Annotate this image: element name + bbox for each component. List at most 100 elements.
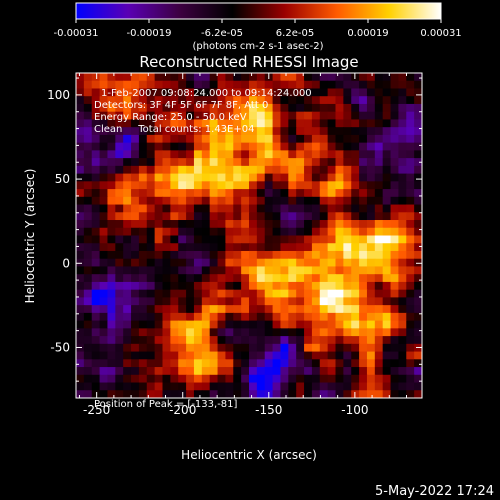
heatmap-cell bbox=[233, 343, 242, 353]
heatmap-cell bbox=[154, 374, 164, 384]
heatmap-cell bbox=[343, 359, 352, 368]
heatmap-cell bbox=[359, 297, 368, 306]
heatmap-cell bbox=[288, 142, 297, 151]
heatmap-cell bbox=[162, 390, 171, 398]
heatmap-cell bbox=[107, 173, 116, 182]
heatmap-cell bbox=[209, 390, 219, 398]
heatmap-cell bbox=[264, 88, 274, 97]
heatmap-cell bbox=[91, 158, 101, 167]
heatmap-cell bbox=[83, 343, 93, 353]
heatmap-cell bbox=[319, 258, 329, 268]
heatmap-cell bbox=[225, 312, 234, 322]
heatmap-cell bbox=[359, 119, 368, 128]
heatmap-cell bbox=[280, 305, 289, 314]
heatmap-cell bbox=[249, 158, 258, 167]
heatmap-cell bbox=[327, 158, 337, 167]
heatmap-cell bbox=[249, 80, 258, 90]
heatmap-cell bbox=[162, 189, 171, 198]
heatmap-cell bbox=[99, 343, 109, 353]
heatmap-cell bbox=[99, 181, 109, 190]
y-axis-label: Heliocentric Y (arcsec) bbox=[23, 169, 37, 304]
heatmap-cell bbox=[146, 351, 156, 360]
heatmap-cell bbox=[76, 351, 85, 360]
heatmap-cell bbox=[256, 142, 266, 151]
heatmap-cell bbox=[414, 281, 422, 291]
heatmap-cell bbox=[414, 103, 422, 113]
heatmap-cell bbox=[382, 328, 392, 337]
heatmap-cell bbox=[335, 119, 344, 128]
heatmap-cell bbox=[319, 266, 329, 275]
heatmap-cell bbox=[272, 96, 282, 105]
heatmap-cell bbox=[170, 80, 179, 90]
heatmap-cell bbox=[335, 320, 344, 329]
heatmap-cell bbox=[170, 235, 179, 244]
heatmap-cell bbox=[154, 212, 164, 221]
heatmap-cell bbox=[366, 243, 376, 252]
heatmap-cell bbox=[178, 119, 187, 128]
heatmap-cell bbox=[272, 88, 282, 97]
heatmap-cell bbox=[186, 297, 195, 306]
heatmap-cell bbox=[115, 320, 124, 329]
heatmap-cell bbox=[406, 220, 415, 229]
heatmap-cell bbox=[154, 73, 164, 82]
heatmap-cell bbox=[154, 343, 164, 353]
heatmap-cell bbox=[178, 134, 187, 144]
heatmap-cell bbox=[217, 367, 227, 376]
heatmap-cell bbox=[241, 312, 250, 322]
heatmap-cell bbox=[414, 173, 422, 182]
heatmap-cell bbox=[146, 274, 156, 283]
heatmap-cell bbox=[83, 96, 93, 105]
heatmap-cell bbox=[123, 367, 132, 376]
heatmap-cell bbox=[327, 367, 337, 376]
heatmap-cell bbox=[264, 158, 274, 167]
heatmap-cell bbox=[115, 274, 124, 283]
heatmap-cell bbox=[115, 250, 124, 260]
heatmap-cell bbox=[256, 150, 266, 159]
heatmap-cell bbox=[280, 297, 289, 306]
heatmap-cell bbox=[398, 150, 407, 159]
heatmap-cell bbox=[327, 220, 337, 229]
heatmap-cell bbox=[201, 305, 211, 314]
heatmap-cell bbox=[335, 111, 344, 121]
heatmap-cell bbox=[374, 320, 384, 329]
heatmap-cell bbox=[146, 328, 156, 337]
heatmap-cell bbox=[343, 390, 352, 398]
heatmap-cell bbox=[366, 134, 376, 144]
heatmap-cell bbox=[146, 250, 156, 260]
heatmap-cell bbox=[123, 220, 132, 229]
heatmap-cell bbox=[311, 119, 321, 128]
heatmap-cell bbox=[131, 235, 140, 244]
heatmap-cell bbox=[115, 158, 124, 167]
heatmap-cell bbox=[327, 150, 337, 159]
heatmap-cell bbox=[186, 266, 195, 275]
heatmap-cell bbox=[209, 274, 219, 283]
heatmap-cell bbox=[162, 119, 171, 128]
heatmap-cell bbox=[343, 204, 352, 213]
heatmap-cell bbox=[272, 274, 282, 283]
heatmap-cell bbox=[76, 119, 85, 128]
heatmap-cell bbox=[398, 274, 407, 283]
heatmap-cell bbox=[296, 181, 305, 190]
heatmap-cell bbox=[162, 343, 171, 353]
heatmap-cell bbox=[398, 134, 407, 144]
heatmap-cell bbox=[398, 80, 407, 90]
heatmap-cell bbox=[154, 80, 164, 90]
heatmap-cell bbox=[233, 158, 242, 167]
heatmap-cell bbox=[217, 158, 227, 167]
heatmap-cell bbox=[280, 336, 289, 345]
heatmap-cell bbox=[335, 196, 344, 206]
heatmap-cell bbox=[233, 227, 242, 237]
heatmap-cell bbox=[107, 258, 116, 268]
heatmap-cell bbox=[209, 196, 219, 206]
heatmap-cell bbox=[335, 158, 344, 167]
heatmap-cell bbox=[264, 289, 274, 299]
heatmap-cell bbox=[335, 258, 344, 268]
heatmap-cell bbox=[178, 289, 187, 299]
heatmap-cell bbox=[406, 250, 415, 260]
colorbar bbox=[75, 2, 442, 20]
heatmap-cell bbox=[374, 343, 384, 353]
heatmap-cell bbox=[107, 181, 116, 190]
heatmap-cell bbox=[249, 367, 258, 376]
heatmap-cell bbox=[225, 103, 234, 113]
heatmap-cell bbox=[288, 250, 297, 260]
